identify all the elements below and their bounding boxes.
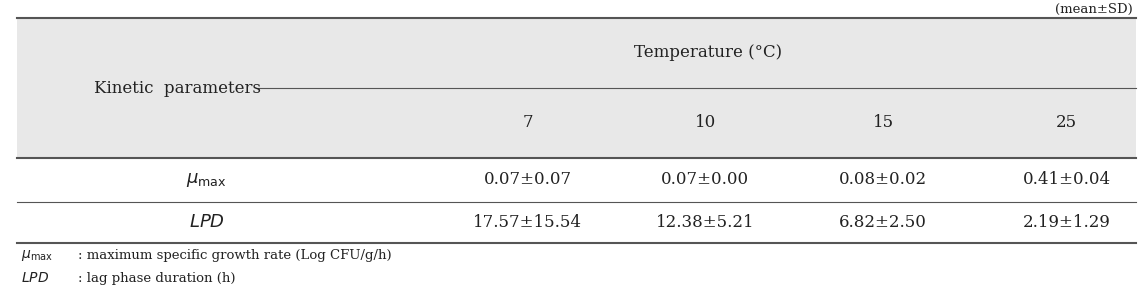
FancyBboxPatch shape xyxy=(17,18,1136,158)
Text: $\mu_{\mathrm{max}}$: $\mu_{\mathrm{max}}$ xyxy=(186,171,227,189)
Text: 6.82±2.50: 6.82±2.50 xyxy=(840,214,927,231)
Text: 0.41±0.04: 0.41±0.04 xyxy=(1023,172,1110,188)
Text: : maximum specific growth rate (Log CFU/g/h): : maximum specific growth rate (Log CFU/… xyxy=(78,249,391,262)
Text: 2.19±1.29: 2.19±1.29 xyxy=(1023,214,1110,231)
Text: 12.38±5.21: 12.38±5.21 xyxy=(656,214,755,231)
Text: 25: 25 xyxy=(1056,114,1077,131)
Text: 0.07±0.07: 0.07±0.07 xyxy=(484,172,571,188)
Text: $\mu_{\mathrm{max}}$: $\mu_{\mathrm{max}}$ xyxy=(21,248,53,263)
Text: 0.08±0.02: 0.08±0.02 xyxy=(840,172,927,188)
Text: 0.07±0.00: 0.07±0.00 xyxy=(662,172,749,188)
Text: (mean±SD): (mean±SD) xyxy=(1055,3,1133,16)
Text: 17.57±15.54: 17.57±15.54 xyxy=(473,214,583,231)
Text: Temperature (°C): Temperature (°C) xyxy=(634,44,782,61)
Text: 10: 10 xyxy=(695,114,716,131)
Text: : lag phase duration (h): : lag phase duration (h) xyxy=(78,272,235,285)
Text: Kinetic  parameters: Kinetic parameters xyxy=(94,80,262,97)
Text: $\mathit{LPD}$: $\mathit{LPD}$ xyxy=(21,271,49,285)
Text: $\mathit{LPD}$: $\mathit{LPD}$ xyxy=(188,213,225,231)
Text: 7: 7 xyxy=(522,114,533,131)
Text: 15: 15 xyxy=(873,114,894,131)
